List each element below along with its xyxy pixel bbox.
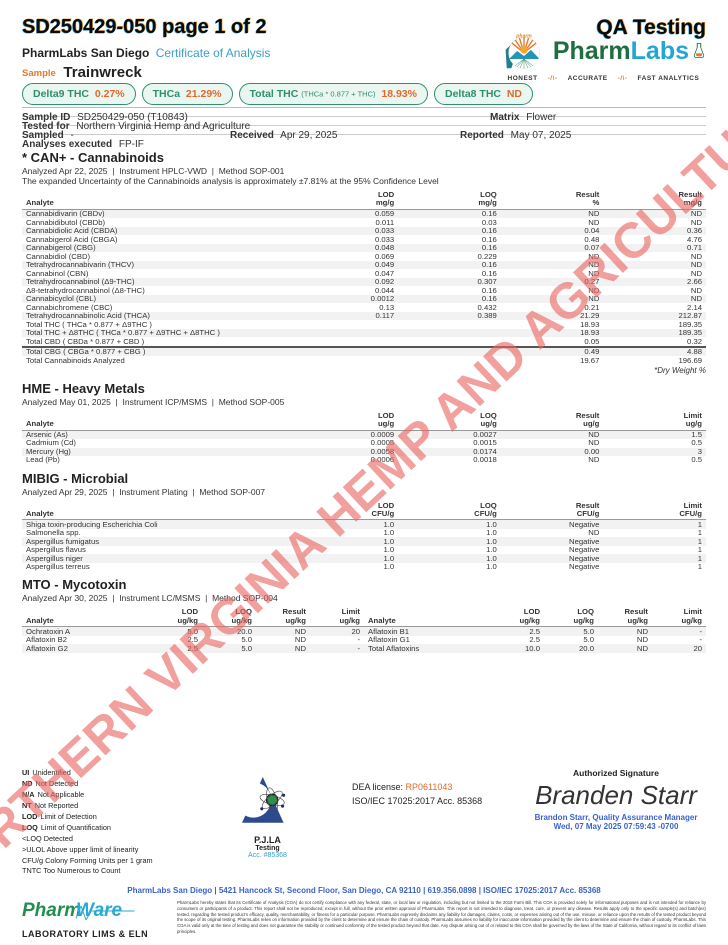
svg-text:pharm: pharm [515, 34, 532, 40]
svg-text:Pharm: Pharm [22, 900, 81, 921]
